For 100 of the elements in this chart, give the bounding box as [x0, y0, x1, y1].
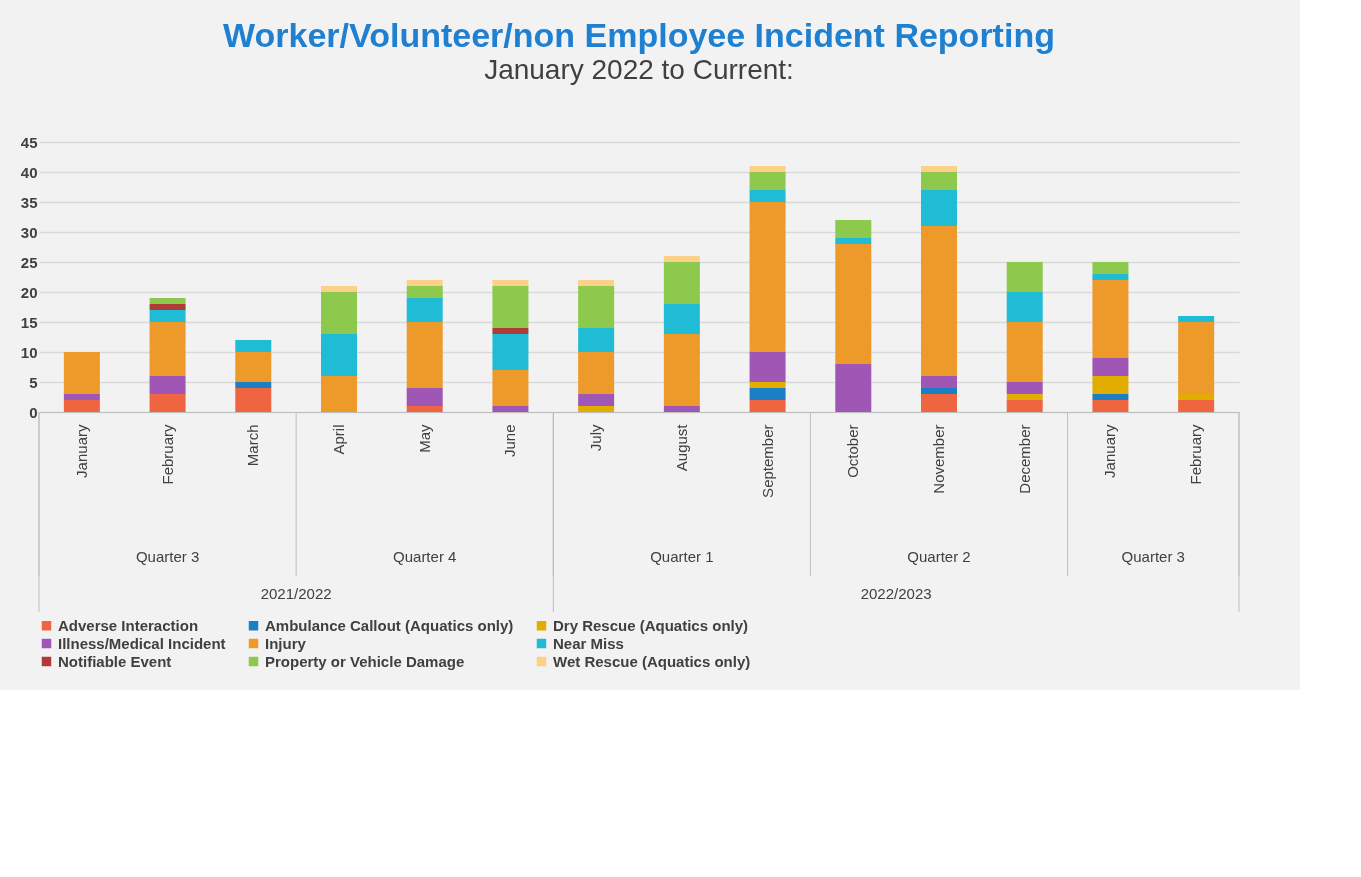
bar	[406, 322, 443, 388]
legend-label: Near Miss	[553, 634, 624, 652]
bar	[149, 376, 186, 394]
bar	[663, 334, 700, 406]
bar	[235, 340, 272, 352]
bar	[1092, 400, 1129, 412]
bar	[749, 382, 786, 388]
bar	[406, 280, 443, 286]
y-tick-label: 5	[29, 373, 38, 391]
y-tick-label: 15	[20, 313, 38, 331]
text: Quarter 3	[135, 548, 200, 565]
text: Quarter 2	[907, 548, 971, 565]
legend-label: Wet Rescue (Aquatics only)	[553, 652, 751, 670]
bar	[235, 382, 272, 388]
legend-label: Property or Vehicle Damage	[265, 652, 465, 670]
bar	[663, 256, 700, 262]
y-tick-label: 30	[20, 223, 38, 241]
bar	[149, 304, 186, 310]
bar	[835, 364, 872, 412]
legend-label: Notifiable Event	[58, 652, 172, 670]
bar	[749, 400, 786, 412]
text: 2022/2023	[860, 585, 932, 602]
bar	[492, 286, 529, 328]
y-tick-label: 25	[20, 253, 38, 271]
x-tick-label: January	[72, 424, 90, 478]
text: Quarter 1	[650, 548, 714, 565]
bar	[1006, 262, 1043, 292]
bar	[1092, 358, 1129, 376]
x-tick-label: July	[587, 424, 605, 452]
bar	[492, 406, 529, 412]
bar	[749, 352, 786, 382]
bar	[1006, 394, 1043, 400]
bar	[63, 352, 100, 394]
bar	[1178, 316, 1215, 322]
bar	[149, 394, 186, 412]
bar	[663, 262, 700, 304]
bar	[406, 286, 443, 298]
bar	[492, 328, 529, 334]
bar	[749, 172, 786, 190]
y-tick-label: 35	[20, 193, 38, 211]
bar	[835, 238, 872, 244]
bar	[321, 286, 357, 292]
bar	[749, 388, 786, 400]
bar	[1006, 400, 1043, 412]
bar	[149, 310, 186, 322]
bar	[321, 376, 357, 412]
bar	[321, 334, 357, 376]
text: Quarter 3	[1121, 548, 1185, 565]
x-tick-label: December	[1015, 424, 1033, 494]
bar	[578, 286, 615, 328]
text: 2021/2022	[260, 585, 332, 602]
bar	[1092, 376, 1129, 394]
x-tick-label: September	[758, 424, 776, 498]
bar	[406, 406, 443, 412]
bar	[1178, 322, 1215, 394]
bar	[578, 280, 615, 286]
bar	[749, 166, 786, 172]
bar	[492, 334, 529, 370]
bar	[406, 388, 443, 406]
bar	[578, 406, 615, 412]
bar	[235, 352, 272, 382]
bar	[921, 376, 957, 388]
bar	[1006, 382, 1043, 394]
chart-subtitle: January 2022 to Current:	[484, 54, 794, 85]
y-tick-label: 0	[29, 403, 38, 421]
bar	[63, 400, 100, 412]
y-tick-label: 40	[20, 163, 38, 181]
bar	[663, 406, 700, 412]
x-tick-label: August	[672, 423, 690, 472]
bar	[921, 394, 957, 412]
x-tick-label: February	[1187, 424, 1205, 485]
bar	[149, 298, 186, 304]
bar	[835, 244, 872, 364]
bar	[749, 202, 786, 352]
bar	[1092, 274, 1129, 280]
bar	[1006, 322, 1043, 382]
bar	[578, 352, 615, 394]
bar	[492, 280, 529, 286]
legend-label: Illness/Medical Incident	[58, 634, 226, 652]
bar	[578, 328, 615, 352]
bar	[921, 226, 957, 376]
bar	[321, 292, 357, 334]
bar	[63, 394, 100, 400]
bar	[1178, 400, 1215, 412]
bar	[406, 298, 443, 322]
x-tick-label: May	[415, 424, 433, 453]
bar	[492, 370, 529, 406]
bar	[921, 190, 957, 226]
x-tick-label: October	[844, 424, 862, 478]
bar	[1178, 394, 1215, 400]
bar	[663, 304, 700, 334]
bar	[749, 190, 786, 202]
bar	[921, 172, 957, 190]
legend-label: Adverse Interaction	[58, 616, 199, 634]
legend-label: Injury	[265, 634, 307, 652]
bar	[835, 220, 872, 238]
bar	[921, 166, 957, 172]
bar	[235, 388, 272, 412]
bar	[149, 322, 186, 376]
legend-label: Dry Rescue (Aquatics only)	[553, 616, 749, 634]
